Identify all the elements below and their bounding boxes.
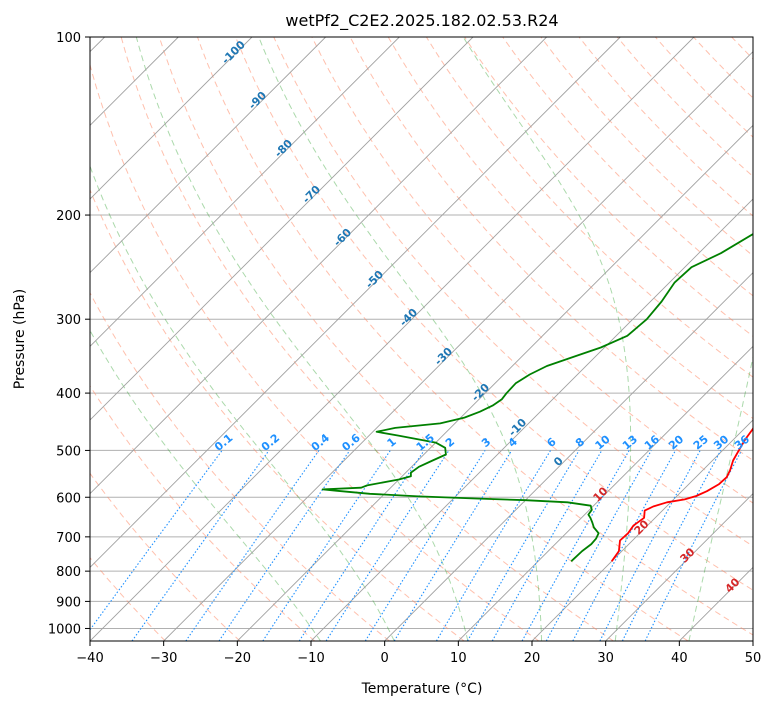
- x-tick-label: 20: [524, 651, 541, 666]
- mixing-ratio-line: [435, 450, 552, 641]
- y-tick-label: 800: [56, 565, 81, 580]
- y-tick-label: 400: [56, 387, 81, 402]
- y-tick-label: 300: [56, 313, 81, 328]
- mixing-ratio-line: [521, 450, 630, 641]
- mixing-ratio-line: [644, 450, 742, 641]
- temperature-profile: [610, 426, 753, 562]
- x-tick-label: 10: [450, 651, 467, 666]
- x-axis-label: Temperature (°C): [361, 681, 483, 697]
- dry-adiabat: [197, 37, 753, 636]
- dry-adiabat: [90, 291, 390, 641]
- mixing-ratio-line: [298, 450, 425, 641]
- isotherm-line: [90, 37, 695, 641]
- dry-adiabats: [90, 37, 753, 641]
- dry-adiabat: [540, 37, 753, 257]
- mixing-ratio-line: [621, 450, 722, 641]
- dry-adiabat: [425, 37, 753, 378]
- y-tick-label: 700: [56, 531, 81, 546]
- isotherm-line: [90, 37, 547, 495]
- y-tick-label: 1000: [48, 622, 81, 637]
- isotherm-line: [310, 198, 753, 641]
- x-tick-label: 50: [745, 651, 762, 666]
- mixing-ratio-line: [185, 450, 320, 641]
- dry-adiabat: [235, 37, 753, 591]
- dry-adiabat: [387, 37, 753, 420]
- isotherm-line: [605, 493, 753, 641]
- y-axis-ticks: 100 200 300 400 500 600 700 800 900 1000: [48, 31, 90, 637]
- x-tick-label: 0: [381, 651, 389, 666]
- chart-title: wetPf2_C2E2.2025.182.02.53.R24: [285, 11, 558, 31]
- y-tick-label: 500: [56, 444, 81, 459]
- moist-adiabats: [90, 37, 753, 641]
- dry-adiabat: [90, 472, 241, 641]
- dry-adiabat: [90, 384, 316, 641]
- mixing-ratio-line: [545, 450, 652, 641]
- dry-adiabat: [90, 188, 465, 641]
- mixing-ratio-line: [599, 450, 701, 641]
- isotherm-line: [90, 37, 326, 274]
- mixing-ratio-line: [90, 450, 223, 631]
- isotherm-line: [90, 37, 253, 200]
- dry-adiabat: [349, 37, 753, 462]
- moist-adiabat: [258, 37, 543, 641]
- isotherm-line: [90, 37, 621, 568]
- mixing-ratio-line: [325, 450, 450, 641]
- mixing-ratio-line: [393, 450, 513, 641]
- mixing-ratio-line: [572, 450, 676, 641]
- x-tick-label: −40: [76, 651, 103, 666]
- mixing-ratio-line: [364, 450, 486, 641]
- isotherm-line: [458, 345, 753, 641]
- x-tick-label: 30: [597, 651, 614, 666]
- dry-adiabat: [158, 37, 689, 641]
- sounding-profiles: [321, 232, 753, 562]
- mixing-ratio-line: [131, 450, 270, 641]
- isotherm-line: [531, 419, 753, 641]
- x-tick-label: −10: [297, 651, 324, 666]
- y-tick-label: 200: [56, 209, 81, 224]
- isotherm-line: [384, 272, 753, 641]
- mixing-ratio-line: [218, 450, 351, 641]
- dry-adiabat: [655, 37, 753, 138]
- x-tick-label: −30: [150, 651, 177, 666]
- isotherm-line: [237, 124, 753, 641]
- moist-adiabat: [135, 37, 469, 641]
- dry-adiabat: [273, 37, 753, 547]
- moist-adiabat: [90, 329, 321, 641]
- x-axis-ticks: −40 −30 −20 −10 0 10 20 30 40 50: [76, 641, 761, 666]
- moist-adiabat: [462, 37, 632, 641]
- plot-frame: [89, 36, 754, 642]
- isotherm-line: [90, 37, 400, 347]
- isotherm-line: [163, 51, 753, 641]
- pressure-gridlines: [90, 37, 753, 629]
- dry-adiabat: [502, 37, 753, 297]
- y-tick-label: 100: [56, 31, 81, 46]
- moist-adiabat: [90, 164, 395, 641]
- y-tick-label: 600: [56, 491, 81, 506]
- isotherm-line: [90, 37, 474, 421]
- moist-adiabat: [688, 354, 753, 641]
- mixing-ratio-line: [262, 450, 391, 641]
- y-axis-label: Pressure (hPa): [12, 289, 28, 389]
- y-tick-label: 900: [56, 595, 81, 610]
- dry-adiabat: [90, 62, 540, 641]
- x-tick-label: −20: [224, 651, 251, 666]
- dry-adiabat: [120, 37, 614, 641]
- mixing-ratio-lines: [90, 450, 742, 641]
- x-tick-label: 40: [671, 651, 688, 666]
- dewpoint-profile: [321, 232, 753, 562]
- skewed-isotherms: [90, 37, 753, 641]
